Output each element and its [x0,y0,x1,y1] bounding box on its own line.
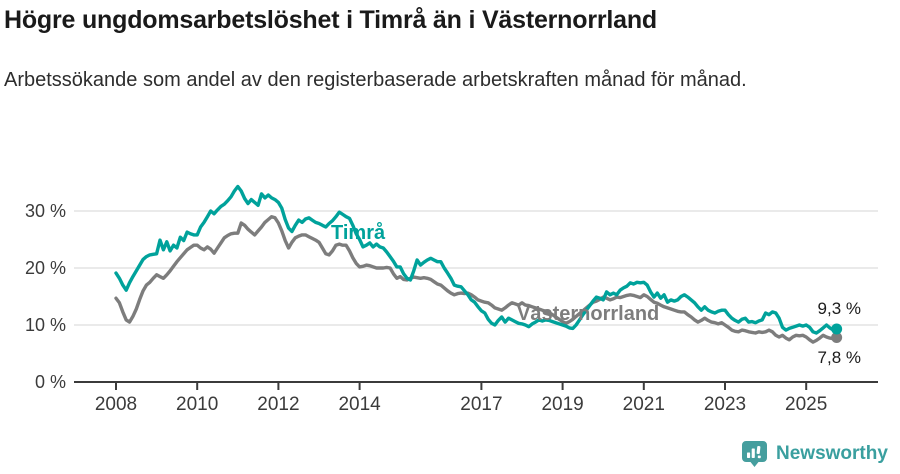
y-axis-label: 20 % [25,258,66,278]
y-axis-label: 10 % [25,315,66,335]
x-axis-label: 2023 [704,394,746,415]
series-line-timra [114,184,839,335]
chart-subtitle: Arbetssökande som andel av den registerb… [4,69,747,91]
series-end-dot-timra [831,323,843,335]
series-label-timra: Timrå [331,221,386,244]
x-axis-label: 2017 [460,394,502,415]
series-label-vasternorrland: Västernorrland [517,303,659,325]
y-axis-label: 0 % [35,372,66,392]
y-axis-label: 30 % [25,201,66,221]
brand-footer: Newsworthy [741,440,888,468]
x-axis-label: 2021 [623,394,665,415]
x-axis-label: 2019 [541,394,583,415]
x-axis-label: 2010 [176,394,218,415]
series-line-vasternorrland [114,214,839,344]
x-axis-label: 2014 [338,394,381,415]
brand-name: Newsworthy [776,443,888,464]
x-axis-label: 2025 [785,394,827,415]
series-end-dot-vasternorrland [831,332,843,344]
x-axis-label: 2012 [257,394,299,415]
x-axis-label: 2008 [95,394,137,415]
page-title: Högre ungdomsarbetslöshet i Timrå än i V… [4,6,657,34]
end-value-label-vasternorrland: 7,8 % [818,348,861,367]
newsworthy-logo-icon [742,441,767,467]
end-value-label-timra: 9,3 % [818,299,861,318]
